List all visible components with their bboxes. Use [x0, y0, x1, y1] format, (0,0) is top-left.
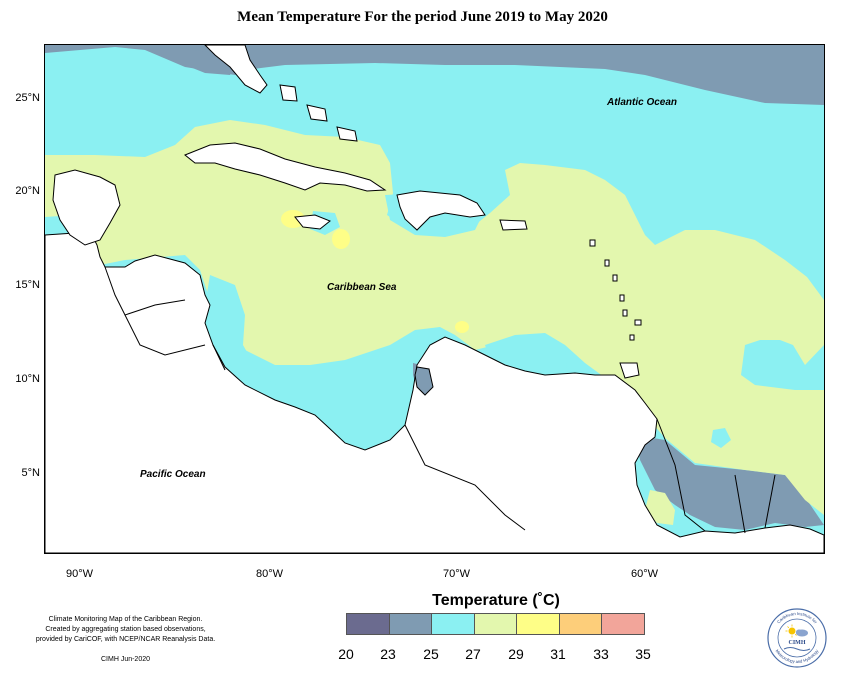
- land-puerto-rico: [499, 219, 528, 231]
- label-caribbean-sea: Caribbean Sea: [327, 282, 397, 293]
- map-title: Mean Temperature For the period June 201…: [237, 9, 608, 25]
- land-jamaica: [294, 214, 331, 230]
- lon-tick-60: 60°W: [631, 568, 659, 580]
- land-florida: [204, 45, 268, 94]
- credits-line-3: provided by CariCOF, with NCEP/NCAR Rean…: [35, 636, 216, 643]
- legend-tick-23: 23: [380, 646, 396, 662]
- legend-swatch-23-25: [389, 614, 433, 634]
- label-pacific-ocean: Pacific Ocean: [140, 469, 206, 480]
- temperature-map: Atlantic Ocean Caribbean Sea Pacific Oce…: [44, 44, 825, 554]
- lat-tick-20: 20°N: [15, 185, 40, 197]
- land-bahamas-3: [336, 126, 358, 142]
- logo-text: CIMH: [789, 640, 806, 646]
- lat-tick-25: 25°N: [15, 92, 40, 104]
- lat-tick-5: 5°N: [21, 467, 40, 479]
- legend-swatch-27-29: [474, 614, 518, 634]
- legend-swatch-31-33: [559, 614, 603, 634]
- land-hispaniola: [396, 190, 486, 231]
- lat-tick-10: 10°N: [15, 373, 40, 385]
- zone-23-25-north: [45, 45, 824, 105]
- legend-swatch-29-31: [517, 614, 560, 634]
- country-borders: [104, 266, 776, 534]
- zone-25-27-venezuela-coast: [485, 333, 567, 380]
- land-cuba: [184, 142, 387, 192]
- legend-tick-20: 20: [338, 646, 354, 662]
- legend-color-bar: [346, 613, 645, 635]
- land-yucatan: [52, 169, 121, 246]
- zone-27-29-south-guiana: [645, 490, 675, 525]
- lon-tick-70: 70°W: [443, 568, 471, 580]
- legend-swatch-25-27: [432, 614, 475, 634]
- zone-27-29-caribbean: [45, 120, 824, 515]
- land-central-america: [45, 232, 824, 553]
- legend-tick-35: 35: [635, 646, 651, 662]
- legend-tick-27: 27: [465, 646, 481, 662]
- zone-29-31-jamaica-south: [332, 229, 350, 249]
- zone-29-31-jamaica-west: [281, 210, 305, 228]
- map-canvas: Atlantic Ocean Caribbean Sea Pacific Oce…: [45, 45, 824, 553]
- zone-23-25-guiana: [635, 435, 824, 530]
- land-bahamas-2: [306, 104, 328, 122]
- legend-title: Temperature (˚C): [432, 592, 560, 609]
- lesser-antilles: [589, 239, 642, 341]
- lat-tick-15: 15°N: [15, 279, 40, 291]
- land-trinidad: [619, 362, 640, 379]
- credits-line-1: Climate Monitoring Map of the Caribbean …: [48, 616, 203, 623]
- label-atlantic-ocean: Atlantic Ocean: [606, 97, 677, 108]
- credits-line-2: Created by aggregating station based obs…: [45, 626, 206, 633]
- legend-swatch-20-23: [347, 614, 390, 634]
- credits-stamp: CIMH Jun-2020: [100, 656, 151, 663]
- lon-tick-90: 90°W: [66, 568, 94, 580]
- credits-block: Climate Monitoring Map of the Caribbean …: [18, 615, 233, 665]
- legend-tick-33: 33: [593, 646, 609, 662]
- zone-29-31-curacao: [455, 321, 469, 333]
- zone-25-27-trinidad-east: [711, 428, 731, 448]
- land-masses: [45, 45, 824, 553]
- legend-tick-25: 25: [423, 646, 439, 662]
- zone-25-27-panama: [205, 275, 325, 425]
- zone-23-25-northwest: [160, 45, 235, 75]
- lon-tick-80: 80°W: [256, 568, 284, 580]
- land-bahamas-1: [279, 84, 298, 102]
- wave-icon: [783, 647, 811, 651]
- legend-tick-31: 31: [550, 646, 566, 662]
- legend-tick-29: 29: [508, 646, 524, 662]
- lake-maracaibo: [414, 366, 434, 396]
- cimh-logo: Caribbean Institute for Meteorology and …: [767, 608, 827, 668]
- legend-swatch-33-35: [602, 614, 645, 634]
- cloud-icon: [796, 629, 808, 637]
